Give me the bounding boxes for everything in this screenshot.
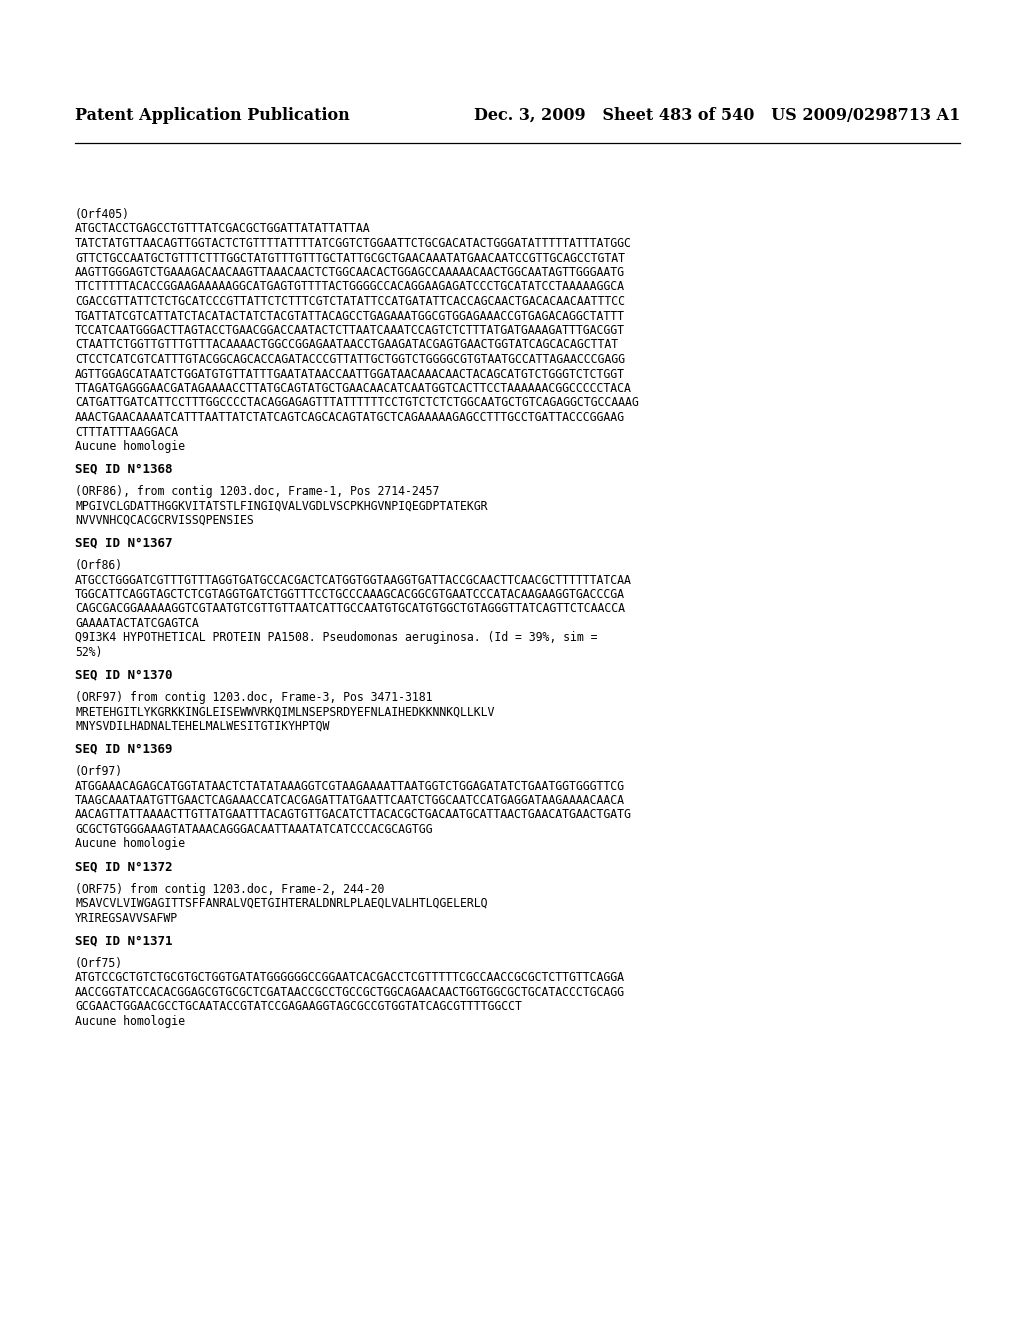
Text: Dec. 3, 2009   Sheet 483 of 540   US 2009/0298713 A1: Dec. 3, 2009 Sheet 483 of 540 US 2009/02… bbox=[474, 107, 961, 124]
Text: ATGCTACCTGAGCCTGTTTATCGACGCTGGATTATATTATTAA: ATGCTACCTGAGCCTGTTTATCGACGCTGGATTATATTAT… bbox=[75, 223, 371, 235]
Text: (ORF97) from contig 1203.doc, Frame-3, Pos 3471-3181: (ORF97) from contig 1203.doc, Frame-3, P… bbox=[75, 690, 432, 704]
Text: (ORF86), from contig 1203.doc, Frame-1, Pos 2714-2457: (ORF86), from contig 1203.doc, Frame-1, … bbox=[75, 484, 439, 498]
Text: SEQ ID N°1368: SEQ ID N°1368 bbox=[75, 462, 172, 475]
Text: (Orf75): (Orf75) bbox=[75, 957, 123, 969]
Text: Aucune homologie: Aucune homologie bbox=[75, 1015, 185, 1027]
Text: NVVVNHCQCACGCRVISSQPENSIES: NVVVNHCQCACGCRVISSQPENSIES bbox=[75, 513, 254, 527]
Text: SEQ ID N°1372: SEQ ID N°1372 bbox=[75, 861, 172, 873]
Text: GCGCTGTGGGAAAGTATAAACAGGGACAATTAAATATCATCCCACGCAGTGG: GCGCTGTGGGAAAGTATAAACAGGGACAATTAAATATCAT… bbox=[75, 822, 432, 836]
Text: MPGIVCLGDATTHGGKVITATSTLFINGIQVALVGDLVSCPKHGVNPIQEGDPTATEKGR: MPGIVCLGDATTHGGKVITATSTLFINGIQVALVGDLVSC… bbox=[75, 499, 487, 512]
Text: TAAGCAAATAATGTTGAACTCAGAAACCATCACGAGATTATGAATTCAATCTGGCAATCCATGAGGATAAGAAAACAACA: TAAGCAAATAATGTTGAACTCAGAAACCATCACGAGATTA… bbox=[75, 795, 625, 807]
Text: Q9I3K4 HYPOTHETICAL PROTEIN PA1508. Pseudomonas aeruginosa. (Id = 39%, sim =: Q9I3K4 HYPOTHETICAL PROTEIN PA1508. Pseu… bbox=[75, 631, 597, 644]
Text: CTAATTCTGGTTGTTTGTTTACAAAACTGGCCGGAGAATAACCTGAAGATACGAGTGAACTGGTATCAGCACAGCTTAT: CTAATTCTGGTTGTTTGTTTACAAAACTGGCCGGAGAATA… bbox=[75, 338, 618, 351]
Text: ATGCCTGGGATCGTTTGTTTAGGTGATGCCACGACTCATGGTGGTAAGGTGATTACCGCAACTTCAACGCTTTTTTATCA: ATGCCTGGGATCGTTTGTTTAGGTGATGCCACGACTCATG… bbox=[75, 573, 632, 586]
Text: MSAVCVLVIWGAGITTSFFANRALVQETGIHTERALDNRLPLAEQLVALHTLQGELERLQ: MSAVCVLVIWGAGITTSFFANRALVQETGIHTERALDNRL… bbox=[75, 898, 487, 909]
Text: CATGATTGATCATTCCTTTGGCCCCTACAGGAGAGTTTATTTTTTCCTGTCTCTCTGGCAATGCTGTCAGAGGCTGCCAA: CATGATTGATCATTCCTTTGGCCCCTACAGGAGAGTTTAT… bbox=[75, 396, 639, 409]
Text: MNYSVDILHADNALTEHELMALWESITGTIKYHPTQW: MNYSVDILHADNALTEHELMALWESITGTIKYHPTQW bbox=[75, 719, 330, 733]
Text: CTCCTCATCGTCATTTGTACGGCAGCACCAGATACCCGTTATTGCTGGTCTGGGGCGTGTAATGCCATTAGAACCCGAGG: CTCCTCATCGTCATTTGTACGGCAGCACCAGATACCCGTT… bbox=[75, 352, 625, 366]
Text: MRETEHGITLYKGRKKINGLEISEWWVRKQIMLNSEPSRDYEFNLAIHEDKKNNKQLLKLV: MRETEHGITLYKGRKKINGLEISEWWVRKQIMLNSEPSRD… bbox=[75, 705, 495, 718]
Text: CAGCGACGGAAAAAGGTCGTAATGTCGTTGTTAATCATTGCCAATGTGCATGTGGCTGTAGGGTTATCAGTTCTCAACCA: CAGCGACGGAAAAAGGTCGTAATGTCGTTGTTAATCATTG… bbox=[75, 602, 625, 615]
Text: TGGCATTCAGGTAGCTCTCGTAGGTGATCTGGTTTCCTGCCCAAAGCACGGCGTGAATCCCATACAAGAAGGTGACCCGA: TGGCATTCAGGTAGCTCTCGTAGGTGATCTGGTTTCCTGC… bbox=[75, 587, 625, 601]
Text: AGTTGGAGCATAATCTGGATGTGTTATTTGAATATAACCAATTGGATAACAAACAACTACAGCATGTCTGGGTCTCTGGT: AGTTGGAGCATAATCTGGATGTGTTATTTGAATATAACCA… bbox=[75, 367, 625, 380]
Text: YRIREGSAVVSAFWP: YRIREGSAVVSAFWP bbox=[75, 912, 178, 924]
Text: SEQ ID N°1367: SEQ ID N°1367 bbox=[75, 536, 172, 549]
Text: AAGTTGGGAGTCTGAAAGACAACAAGTTAAACAACTCTGGCAACACTGGAGCCAAAAACAACTGGCAATAGTTGGGAATG: AAGTTGGGAGTCTGAAAGACAACAAGTTAAACAACTCTGG… bbox=[75, 267, 625, 279]
Text: AACAGTTATTAAAACTTGTTATGAATTTACAGTGTTGACATCTTACACGCTGACAATGCATTAACTGAACATGAACTGAT: AACAGTTATTAAAACTTGTTATGAATTTACAGTGTTGACA… bbox=[75, 808, 632, 821]
Text: TGATTATCGTCATTATCTACATACTATCTACGTATTACAGCCTGAGAAATGGCGTGGAGAAACCGTGAGACAGGCTATTT: TGATTATCGTCATTATCTACATACTATCTACGTATTACAG… bbox=[75, 309, 625, 322]
Text: (ORF75) from contig 1203.doc, Frame-2, 244-20: (ORF75) from contig 1203.doc, Frame-2, 2… bbox=[75, 883, 384, 895]
Text: TCCATCAATGGGACTTAGTACCTGAACGGACCAATACTCTTAATCAAATCCAGTCTCTTTATGATGAAAGATTTGACGGT: TCCATCAATGGGACTTAGTACCTGAACGGACCAATACTCT… bbox=[75, 323, 625, 337]
Text: 52%): 52%) bbox=[75, 645, 102, 659]
Text: CGACCGTTATTCTCTGCATCCCGTTATTCTCTTTCGTCTATATTCCATGATATTCACCAGCAACTGACACAACAATTTCC: CGACCGTTATTCTCTGCATCCCGTTATTCTCTTTCGTCTA… bbox=[75, 294, 625, 308]
Text: CTTTATTTAAGGACA: CTTTATTTAAGGACA bbox=[75, 425, 178, 438]
Text: SEQ ID N°1370: SEQ ID N°1370 bbox=[75, 668, 172, 681]
Text: SEQ ID N°1369: SEQ ID N°1369 bbox=[75, 742, 172, 755]
Text: TATCTATGTTAACAGTTGGTACTCTGTTTTATTTTATCGGTCTGGAATTCTGCGACATACTGGGATATTTTTATTTATGG: TATCTATGTTAACAGTTGGTACTCTGTTTTATTTTATCGG… bbox=[75, 238, 632, 249]
Text: TTAGATGAGGGAACGATAGAAAACCTTATGCAGTATGCTGAACAACATCAATGGTCACTTCCTAAAAAACGGCCCCCTAC: TTAGATGAGGGAACGATAGAAAACCTTATGCAGTATGCTG… bbox=[75, 381, 632, 395]
Text: GCGAACTGGAACGCCTGCAATACCGTATCCGAGAAGGTAGCGCCGTGGTATCAGCGTTTTGGCCT: GCGAACTGGAACGCCTGCAATACCGTATCCGAGAAGGTAG… bbox=[75, 1001, 522, 1012]
Text: AAACTGAACAAAATCATTTAATTATCTATCAGTCAGCACAGTATGCTCAGAAAAAGAGCCTTTGCCTGATTACCCGGAAG: AAACTGAACAAAATCATTTAATTATCTATCAGTCAGCACA… bbox=[75, 411, 625, 424]
Text: Aucune homologie: Aucune homologie bbox=[75, 440, 185, 453]
Text: GAAAATACTATCGAGTCA: GAAAATACTATCGAGTCA bbox=[75, 616, 199, 630]
Text: TTCTTTTTACACCGGAAGAAAAAGGCATGAGTGTTTTACTGGGGCCACAGGAAGAGATCCCTGCATATCCTAAAAAGGCA: TTCTTTTTACACCGGAAGAAAAAGGCATGAGTGTTTTACT… bbox=[75, 281, 625, 293]
Text: SEQ ID N°1371: SEQ ID N°1371 bbox=[75, 935, 172, 946]
Text: Patent Application Publication: Patent Application Publication bbox=[75, 107, 350, 124]
Text: Aucune homologie: Aucune homologie bbox=[75, 837, 185, 850]
Text: GTTCTGCCAATGCTGTTTCTTTGGCTATGTTTGTTTGCTATTGCGCTGAACAAATATGAACAATCCGTTGCAGCCTGTAT: GTTCTGCCAATGCTGTTTCTTTGGCTATGTTTGTTTGCTA… bbox=[75, 252, 625, 264]
Text: (Orf86): (Orf86) bbox=[75, 558, 123, 572]
Text: ATGGAAACAGAGCATGGTATAACTCTATATAAAGGTCGTAAGAAAATTAATGGTCTGGAGATATCTGAATGGTGGGTTCG: ATGGAAACAGAGCATGGTATAACTCTATATAAAGGTCGTA… bbox=[75, 780, 625, 792]
Text: (Orf97): (Orf97) bbox=[75, 766, 123, 777]
Text: AACCGGTATCCACACGGAGCGTGCGCTCGATAACCGCCTGCCGCTGGCAGAACAACTGGTGGCGCTGCATACCCTGCAGG: AACCGGTATCCACACGGAGCGTGCGCTCGATAACCGCCTG… bbox=[75, 986, 625, 998]
Text: (Orf405): (Orf405) bbox=[75, 209, 130, 220]
Text: ATGTCCGCTGTCTGCGTGCTGGTGATATGGGGGGCCGGAATCACGACCTCGTTTTTCGCCAACCGCGCTCTTGTTCAGGA: ATGTCCGCTGTCTGCGTGCTGGTGATATGGGGGGCCGGAA… bbox=[75, 972, 625, 983]
